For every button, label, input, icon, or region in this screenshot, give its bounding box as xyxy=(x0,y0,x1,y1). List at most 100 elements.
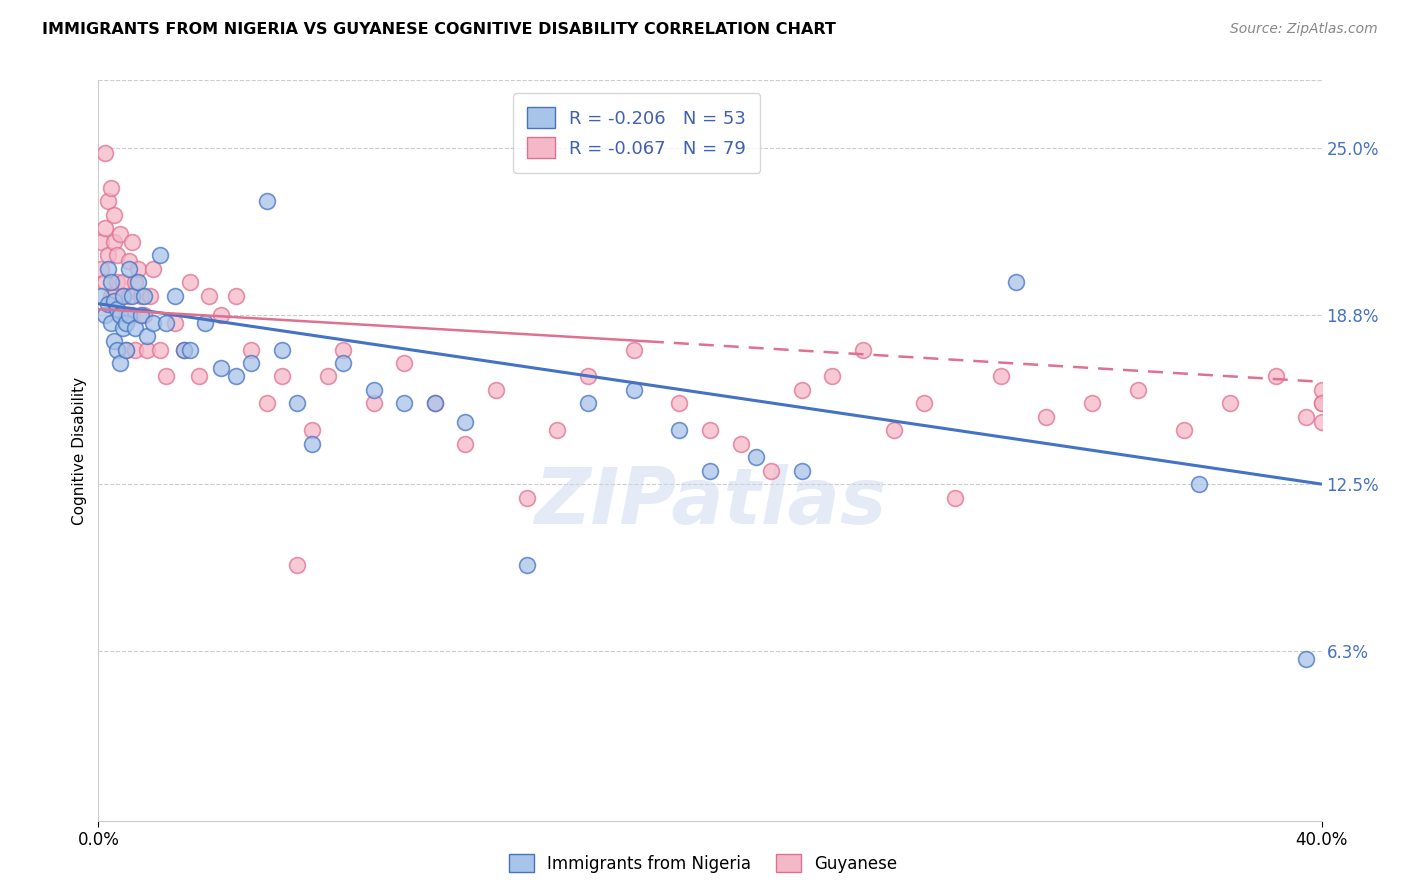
Point xyxy=(103,208,125,222)
Point xyxy=(516,491,538,505)
Point xyxy=(108,308,131,322)
Point xyxy=(270,343,292,357)
Point xyxy=(990,369,1012,384)
Point xyxy=(124,321,146,335)
Point xyxy=(1310,396,1333,410)
Point xyxy=(105,275,128,289)
Point xyxy=(576,396,599,410)
Point xyxy=(118,308,141,322)
Point xyxy=(103,288,125,302)
Point xyxy=(790,464,813,478)
Point xyxy=(392,396,416,410)
Point xyxy=(730,436,752,450)
Point xyxy=(155,369,177,384)
Point xyxy=(209,361,232,376)
Point xyxy=(699,423,721,437)
Point xyxy=(285,396,308,410)
Point xyxy=(454,415,477,429)
Point xyxy=(115,308,138,322)
Point xyxy=(105,343,128,357)
Point xyxy=(100,316,122,330)
Point xyxy=(1081,396,1104,410)
Point xyxy=(118,253,141,268)
Point xyxy=(1264,369,1286,384)
Point xyxy=(129,308,152,322)
Point xyxy=(699,464,721,478)
Point xyxy=(1219,396,1241,410)
Point xyxy=(485,383,508,397)
Point xyxy=(121,308,143,322)
Point xyxy=(142,316,165,330)
Point xyxy=(108,308,131,322)
Point xyxy=(943,491,966,505)
Point xyxy=(1310,415,1333,429)
Text: Source: ZipAtlas.com: Source: ZipAtlas.com xyxy=(1230,22,1378,37)
Point xyxy=(163,288,186,302)
Point xyxy=(118,288,141,302)
Point xyxy=(423,396,446,410)
Point xyxy=(139,288,162,302)
Point xyxy=(821,369,844,384)
Point xyxy=(225,369,247,384)
Point xyxy=(883,423,905,437)
Point xyxy=(1128,383,1150,397)
Point xyxy=(90,261,112,276)
Point xyxy=(1295,652,1317,666)
Point xyxy=(124,275,146,289)
Point xyxy=(301,423,323,437)
Point xyxy=(1173,423,1195,437)
Point xyxy=(127,275,149,289)
Point xyxy=(194,316,217,330)
Point xyxy=(454,436,477,450)
Point xyxy=(285,558,308,572)
Point xyxy=(363,396,385,410)
Point xyxy=(179,275,201,289)
Point xyxy=(790,383,813,397)
Point xyxy=(1188,477,1211,491)
Point xyxy=(1004,275,1026,289)
Point xyxy=(121,235,143,249)
Point xyxy=(115,343,138,357)
Point xyxy=(1310,396,1333,410)
Y-axis label: Cognitive Disability: Cognitive Disability xyxy=(72,376,87,524)
Point xyxy=(93,145,115,160)
Point xyxy=(149,248,172,262)
Text: IMMIGRANTS FROM NIGERIA VS GUYANESE COGNITIVE DISABILITY CORRELATION CHART: IMMIGRANTS FROM NIGERIA VS GUYANESE COGN… xyxy=(42,22,837,37)
Point xyxy=(136,343,159,357)
Point xyxy=(623,343,645,357)
Point xyxy=(115,316,138,330)
Point xyxy=(93,308,115,322)
Point xyxy=(516,558,538,572)
Point xyxy=(105,302,128,317)
Point xyxy=(118,261,141,276)
Point xyxy=(97,297,120,311)
Point xyxy=(134,308,156,322)
Point xyxy=(240,343,263,357)
Point xyxy=(111,288,134,302)
Point xyxy=(301,436,323,450)
Point xyxy=(124,343,146,357)
Point xyxy=(103,235,125,249)
Point xyxy=(668,423,690,437)
Point xyxy=(111,288,134,302)
Point xyxy=(392,356,416,370)
Point xyxy=(852,343,875,357)
Point xyxy=(1295,409,1317,424)
Point xyxy=(546,423,568,437)
Point xyxy=(115,343,138,357)
Point xyxy=(332,343,354,357)
Point xyxy=(100,288,122,302)
Point xyxy=(108,227,131,241)
Point xyxy=(668,396,690,410)
Point xyxy=(90,288,112,302)
Point xyxy=(97,261,120,276)
Point xyxy=(197,288,219,302)
Point xyxy=(256,194,278,209)
Point xyxy=(134,288,156,302)
Point xyxy=(576,369,599,384)
Point xyxy=(163,316,186,330)
Point xyxy=(745,450,768,465)
Point xyxy=(316,369,339,384)
Point xyxy=(129,288,152,302)
Point xyxy=(142,261,165,276)
